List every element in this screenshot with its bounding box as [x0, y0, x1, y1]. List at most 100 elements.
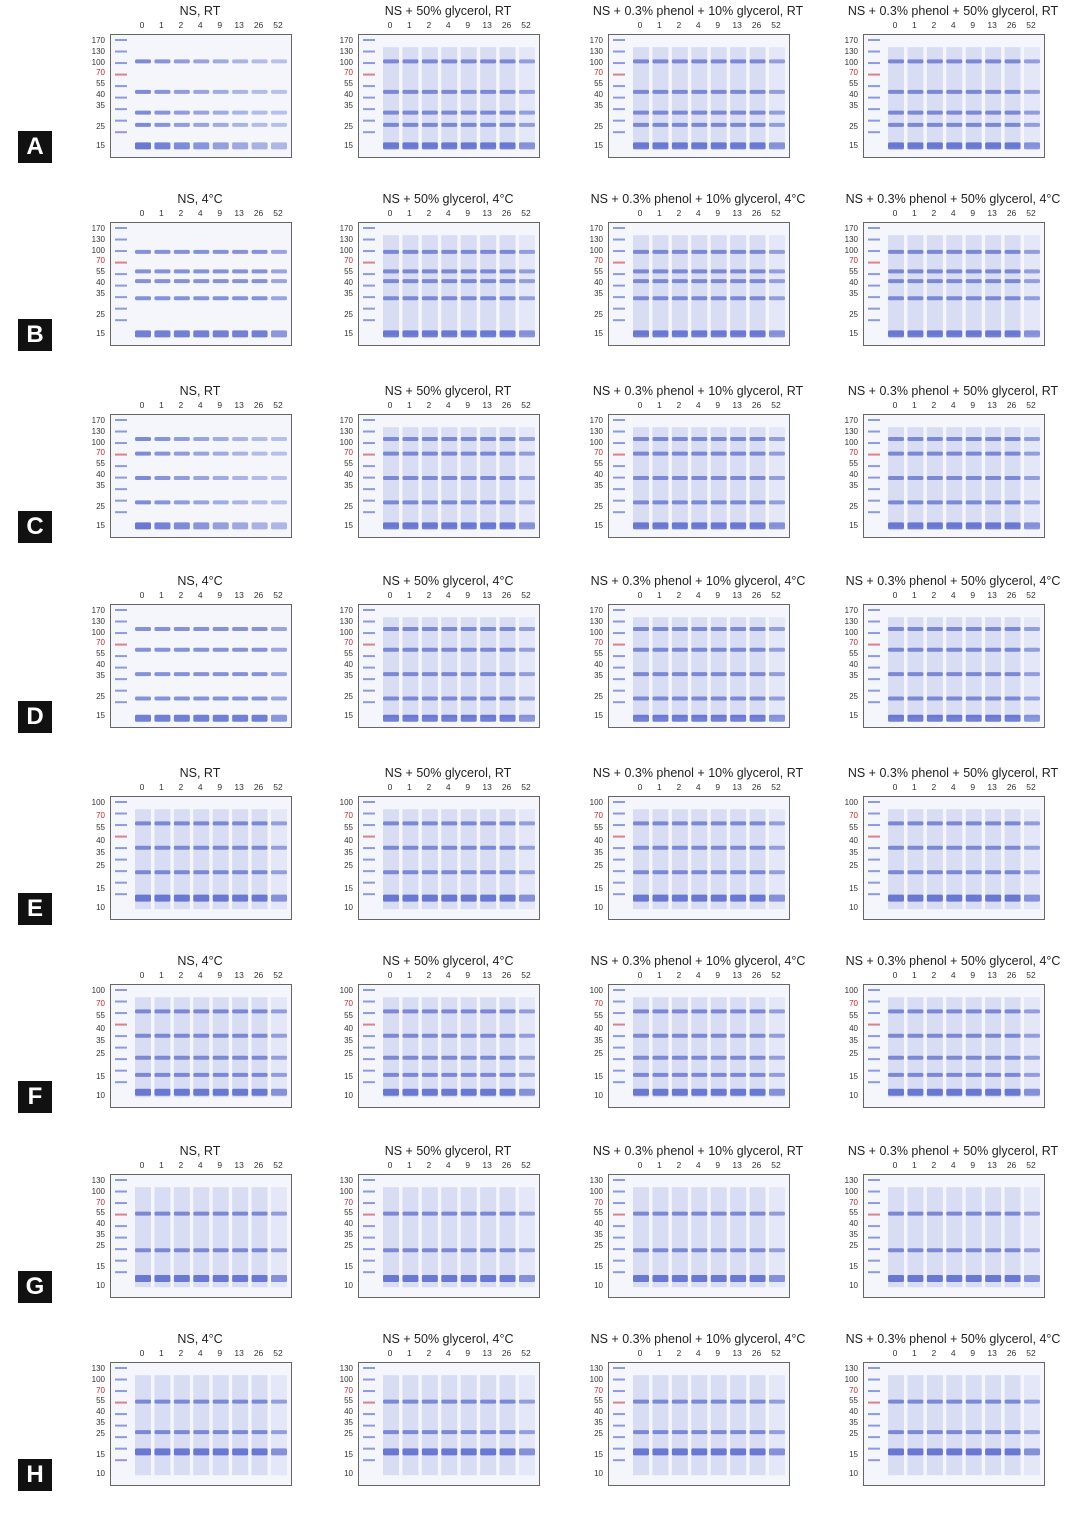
protein-band	[652, 476, 669, 480]
gel-bands	[613, 419, 785, 530]
panel-title: NS + 0.3% phenol + 10% glycerol, 4°C	[590, 192, 806, 206]
lane-smear	[730, 1375, 747, 1476]
mw-label: 25	[344, 121, 353, 131]
protein-band	[402, 696, 419, 701]
lane-label: 2	[676, 208, 682, 218]
mw-label: 55	[344, 1011, 353, 1021]
ladder-band	[868, 511, 880, 514]
ladder-band	[613, 319, 625, 322]
protein-band	[730, 451, 747, 456]
protein-band	[460, 436, 477, 441]
protein-band	[480, 249, 497, 254]
protein-band	[154, 1211, 171, 1216]
protein-band	[710, 1448, 727, 1456]
mw-label: 35	[849, 480, 858, 490]
lane-label: 0	[139, 782, 145, 792]
lane-smear	[460, 1375, 477, 1476]
protein-band	[907, 436, 924, 441]
mw-label: 70	[344, 998, 353, 1008]
protein-band	[749, 249, 766, 254]
lane-labels: 0 1 2 4 9 13 26 52	[608, 782, 788, 794]
mw-label: 15	[594, 1071, 603, 1081]
protein-band	[441, 500, 458, 505]
mw-label: 35	[96, 480, 105, 490]
lane-label: 9	[465, 20, 471, 30]
protein-band	[460, 845, 477, 850]
panel-title: NS + 50% glycerol, 4°C	[382, 574, 514, 588]
ladder-band	[363, 419, 375, 421]
protein-band	[519, 89, 535, 94]
lane-smear	[519, 427, 535, 528]
mw-label: 15	[594, 1261, 603, 1271]
lane-smear	[749, 47, 766, 148]
lane-label: 1	[912, 400, 917, 410]
lane-smear	[421, 235, 438, 336]
protein-band	[383, 1399, 399, 1404]
protein-band	[232, 870, 249, 875]
lane-label: 4	[950, 970, 956, 980]
protein-band	[1004, 821, 1021, 826]
protein-band	[251, 714, 268, 722]
protein-band	[907, 821, 924, 826]
protein-band	[769, 269, 785, 274]
protein-band	[965, 89, 982, 94]
gel-image	[863, 796, 1045, 920]
gel-bands	[115, 227, 287, 338]
lane-label: 13	[234, 970, 244, 980]
protein-band	[193, 1055, 210, 1060]
protein-band	[1004, 142, 1021, 150]
lane-smear	[251, 809, 268, 910]
protein-band	[193, 269, 210, 274]
mw-label: 25	[344, 861, 353, 871]
gel-bands	[613, 609, 785, 722]
protein-band	[1024, 436, 1040, 441]
protein-band	[888, 626, 904, 631]
lane-smear	[926, 235, 943, 336]
protein-band	[749, 476, 766, 480]
mw-label: 40	[96, 90, 105, 100]
protein-band	[946, 330, 963, 338]
ladder-band	[115, 870, 127, 873]
protein-band	[749, 1275, 766, 1283]
lane-smear	[985, 997, 1002, 1098]
mw-label: 55	[96, 79, 105, 89]
protein-band	[730, 436, 747, 441]
ladder-band	[115, 131, 127, 134]
molecular-weight-labels: 100 70 55 40 35 25 15 10	[834, 796, 858, 918]
protein-band	[1024, 1009, 1040, 1014]
ladder-band	[363, 307, 375, 310]
protein-band	[1024, 672, 1040, 677]
protein-band	[212, 110, 229, 115]
protein-band	[907, 269, 924, 274]
protein-band	[135, 522, 151, 530]
protein-band	[173, 672, 190, 677]
protein-band	[1004, 89, 1021, 94]
protein-band	[480, 59, 497, 64]
ladder-band	[363, 655, 375, 658]
protein-band	[888, 1430, 904, 1435]
gel-image	[110, 984, 292, 1108]
protein-band	[251, 451, 268, 456]
ladder-band	[115, 666, 127, 669]
protein-band	[135, 436, 151, 441]
ladder-band	[613, 655, 625, 658]
mw-label: 25	[344, 501, 353, 511]
ladder-band	[363, 250, 375, 253]
protein-band	[154, 1009, 171, 1014]
mw-label: 70	[96, 638, 105, 648]
mw-label: 15	[594, 329, 603, 339]
lane-label: 13	[482, 1160, 492, 1170]
gel-panel: NS + 0.3% phenol + 50% glycerol, RT 0 1 2 4 9…	[838, 4, 1072, 184]
mw-label: 130	[339, 1364, 353, 1373]
protein-band	[271, 249, 287, 254]
ladder-band	[613, 419, 625, 421]
protein-band	[232, 696, 249, 701]
mw-label: 15	[344, 1449, 353, 1459]
lane-label: 0	[637, 590, 643, 600]
protein-band	[633, 1033, 649, 1038]
lane-smear	[232, 809, 249, 910]
lane-smear	[1004, 997, 1021, 1098]
protein-band	[730, 59, 747, 64]
protein-band	[135, 1055, 151, 1060]
lane-label: 52	[771, 208, 781, 218]
